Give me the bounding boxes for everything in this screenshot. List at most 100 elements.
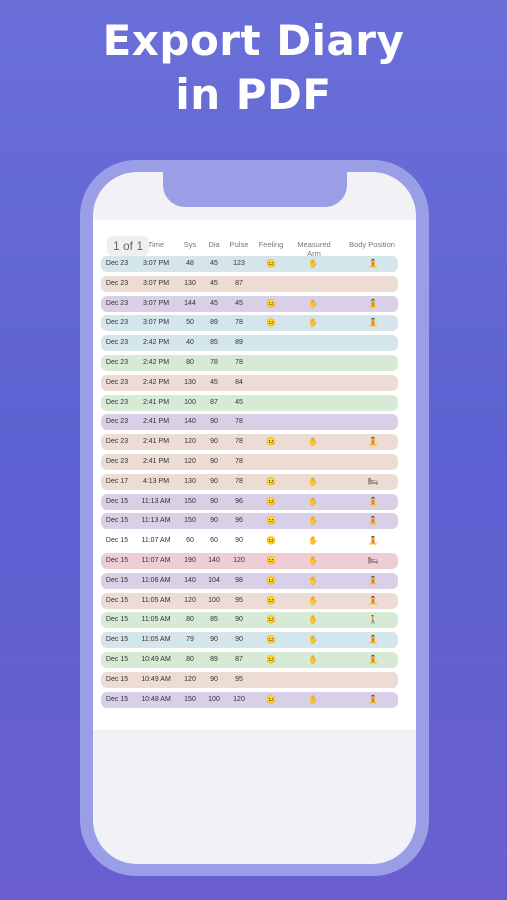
cell-date: Dec 17 — [105, 477, 129, 485]
cell-date: Dec 23 — [105, 339, 129, 347]
cell-sys: 48 — [186, 260, 194, 267]
column-header-sys: Sys — [183, 240, 197, 249]
hand-icon: ✋ — [308, 437, 318, 447]
column-header-dia: Dia — [208, 240, 220, 249]
cell-date: Dec 15 — [105, 616, 129, 624]
cell-pulse: 84 — [235, 378, 243, 386]
cell-sys: 150 — [184, 517, 196, 525]
cell-sys: 144 — [184, 299, 196, 307]
cell-date: Dec 15 — [105, 655, 129, 663]
cell-pulse: 45 — [235, 299, 243, 307]
body-position-icon: 🧘 — [368, 694, 378, 704]
cell-dia: 85 — [210, 339, 218, 347]
cell-pulse: 120 — [233, 695, 245, 703]
table-row: Dec 23 2:42 PM 130 45 84 — [101, 374, 398, 391]
cell-dia: 89 — [210, 655, 218, 663]
table-row: Dec 15 11:05 AM 79 90 90 😐 ✋ 🧘 — [101, 632, 398, 649]
cell-time: 10:49 AM — [141, 675, 171, 683]
body-position-icon: 🧘 — [368, 496, 378, 506]
cell-dia: 78 — [210, 358, 218, 366]
cell-pulse: 78 — [235, 319, 243, 327]
table-row: Dec 23 2:42 PM 40 85 89 — [101, 335, 398, 352]
cell-sys: 150 — [184, 695, 196, 703]
cell-date: Dec 23 — [105, 358, 129, 366]
cell-dia: 100 — [208, 596, 220, 604]
pdf-document[interactable]: Time Sys Dia Pulse Feeling Measured Arm … — [93, 220, 416, 730]
cell-date: Dec 23 — [105, 279, 129, 287]
cell-pulse: 78 — [235, 358, 243, 366]
smiley-face-icon: 😐 — [266, 536, 276, 546]
cell-date: Dec 15 — [105, 636, 129, 644]
table-row: Dec 23 3:07 PM 48 45 123 😐 ✋ 🧘 — [101, 256, 398, 272]
hand-icon: ✋ — [308, 694, 318, 704]
page-indicator: 1 of 1 — [107, 236, 149, 256]
cell-time: 11:07 AM — [141, 556, 171, 564]
cell-pulse: 78 — [235, 477, 243, 485]
table-row: Dec 23 2:41 PM 120 90 78 — [101, 453, 398, 470]
cell-pulse: 87 — [235, 279, 243, 287]
cell-pulse: 123 — [233, 260, 245, 267]
cell-time: 11:05 AM — [141, 636, 171, 644]
cell-date: Dec 23 — [105, 438, 129, 446]
cell-dia: 140 — [208, 556, 220, 564]
cell-time: 11:06 AM — [141, 576, 171, 584]
cell-date: Dec 15 — [105, 675, 129, 683]
cell-date: Dec 23 — [105, 418, 129, 426]
hand-icon: ✋ — [308, 654, 318, 664]
body-position-icon: 🧘 — [368, 536, 378, 546]
cell-dia: 90 — [210, 497, 218, 505]
headline: Export Diary in PDF — [0, 14, 507, 122]
smiley-face-icon: 😐 — [266, 654, 276, 664]
smiley-face-icon: 😐 — [266, 318, 276, 328]
cell-time: 11:13 AM — [141, 517, 171, 525]
cell-time: 2:41 PM — [142, 457, 170, 465]
table-row: Dec 15 10:49 AM 80 89 87 😐 ✋ 🧘 — [101, 651, 398, 668]
cell-dia: 90 — [210, 477, 218, 485]
table-row: Dec 23 2:41 PM 120 90 78 😐 ✋ 🧘 — [101, 434, 398, 451]
smiley-face-icon: 😐 — [266, 259, 276, 268]
cell-time: 11:05 AM — [141, 616, 171, 624]
cell-date: Dec 23 — [105, 260, 129, 267]
table-row: Dec 15 11:07 AM 190 140 120 😐 ✋ 🛏 — [101, 552, 398, 569]
phone-notch — [163, 172, 347, 207]
cell-dia: 87 — [210, 398, 218, 406]
cell-time: 2:42 PM — [142, 339, 170, 347]
cell-sys: 100 — [184, 398, 196, 406]
cell-sys: 130 — [184, 477, 196, 485]
cell-date: Dec 15 — [105, 576, 129, 584]
smiley-face-icon: 😐 — [266, 635, 276, 645]
hand-icon: ✋ — [308, 555, 318, 565]
table-header: Time Sys Dia Pulse Feeling Measured Arm … — [101, 240, 405, 258]
cell-date: Dec 15 — [105, 695, 129, 703]
body-position-icon: 🧘 — [368, 318, 378, 328]
cell-pulse: 89 — [235, 339, 243, 347]
cell-time: 2:42 PM — [142, 378, 170, 386]
cell-pulse: 96 — [235, 517, 243, 525]
cell-dia: 45 — [210, 260, 218, 267]
body-position-icon: 🧘 — [368, 635, 378, 645]
cell-dia: 90 — [210, 418, 218, 426]
cell-sys: 120 — [184, 457, 196, 465]
body-position-icon: 🧘 — [368, 259, 378, 268]
cell-date: Dec 15 — [105, 556, 129, 564]
cell-sys: 120 — [184, 675, 196, 683]
table-row: Dec 15 11:05 AM 120 100 95 😐 ✋ 🧘 — [101, 592, 398, 609]
table-row: Dec 17 4:13 PM 130 90 78 😐 ✋ 🛏 — [101, 473, 398, 490]
headline-line-1: Export Diary — [102, 16, 405, 65]
body-position-icon: 🧘 — [368, 516, 378, 526]
hand-icon: ✋ — [308, 516, 318, 526]
cell-date: Dec 15 — [105, 537, 129, 545]
cell-pulse: 95 — [235, 675, 243, 683]
smiley-face-icon: 😐 — [266, 496, 276, 506]
column-header-body-position: Body Position — [349, 240, 395, 249]
cell-time: 2:42 PM — [142, 358, 170, 366]
cell-sys: 80 — [186, 655, 194, 663]
cell-sys: 79 — [186, 636, 194, 644]
body-position-icon: 🧘 — [368, 595, 378, 605]
table-row: Dec 15 11:06 AM 140 104 98 😐 ✋ 🧘 — [101, 572, 398, 589]
smiley-face-icon: 😐 — [266, 615, 276, 625]
cell-pulse: 78 — [235, 438, 243, 446]
cell-time: 4:13 PM — [142, 477, 170, 485]
smiley-face-icon: 😐 — [266, 595, 276, 605]
cell-pulse: 98 — [235, 576, 243, 584]
